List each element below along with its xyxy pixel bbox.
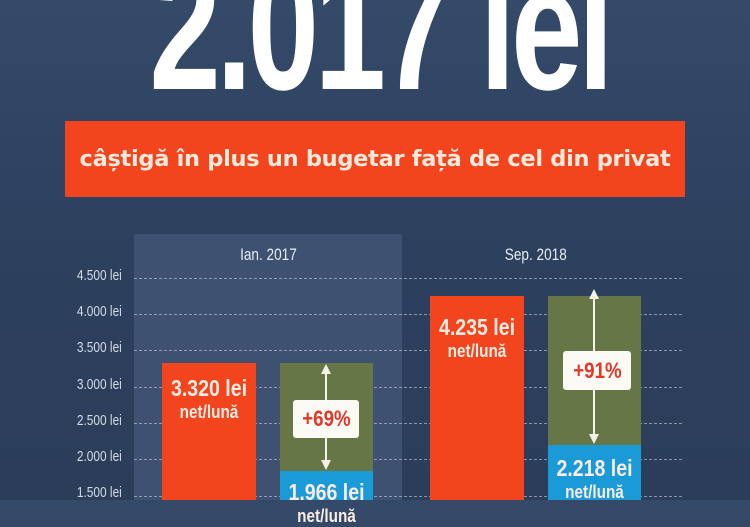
bar-value: 2.218 lei — [556, 455, 633, 481]
y-tick-3500: 3.500 lei — [67, 340, 122, 356]
subtitle-banner: câștigă în plus un bugetar față de cel d… — [65, 121, 685, 197]
bar-public-2017: 3.320 lei net/lună — [162, 363, 256, 500]
y-tick-label: 4.500 lei — [77, 268, 122, 284]
period-label-text: Sep. 2018 — [504, 245, 567, 264]
period-label-2017: Ian. 2017 — [134, 245, 402, 265]
bar-unit: net/lună — [179, 402, 239, 422]
gridline — [134, 314, 682, 315]
gridline — [134, 459, 682, 460]
arrow-up-icon — [589, 289, 599, 299]
bar-public-2018: 4.235 lei net/lună — [430, 296, 524, 500]
bar-label-private-2018: 2.218 lei net/lună — [548, 455, 641, 503]
gridline — [134, 350, 682, 351]
gridline — [134, 496, 682, 497]
y-tick-3000: 3.000 lei — [67, 377, 122, 393]
bar-unit: net/lună — [297, 506, 356, 526]
gridline — [134, 423, 682, 424]
y-tick-4500: 4.500 lei — [67, 268, 122, 284]
difference-badge-2017: +69% — [293, 400, 359, 438]
bar-unit: net/lună — [447, 341, 507, 361]
y-tick-label: 4.000 lei — [77, 304, 122, 320]
difference-text: +69% — [301, 406, 351, 431]
y-tick-label: 1.500 lei — [77, 485, 122, 501]
period-label-2018: Sep. 2018 — [402, 245, 670, 265]
bar-private-2018: 2.218 lei net/lună — [548, 445, 641, 503]
subtitle-text: câștigă în plus un bugetar față de cel d… — [79, 146, 671, 172]
y-tick-label: 2.000 lei — [77, 449, 122, 465]
headline-text: 2.017 lei — [149, 0, 613, 127]
bar-unit: net/lună — [565, 482, 624, 502]
y-tick-2000: 2.000 lei — [67, 449, 122, 465]
bar-value: 4.235 lei — [438, 314, 516, 340]
y-tick-label: 3.000 lei — [77, 377, 122, 393]
y-tick-4000: 4.000 lei — [67, 304, 122, 320]
arrow-down-icon — [589, 434, 599, 444]
y-tick-label: 3.500 lei — [77, 340, 122, 356]
arrow-up-icon — [321, 364, 331, 374]
bar-private-2017: 1.966 lei net/lună — [280, 471, 373, 526]
headline-amount: 2.017 lei — [60, 0, 690, 127]
bar-label-public-2017: 3.320 lei net/lună — [162, 375, 256, 423]
gridline — [134, 278, 682, 279]
period-label-text: Ian. 2017 — [239, 245, 297, 264]
arrow-down-icon — [321, 460, 331, 470]
difference-text: +91% — [572, 357, 622, 383]
y-tick-label: 2.500 lei — [77, 413, 122, 429]
bar-label-public-2018: 4.235 lei net/lună — [430, 314, 524, 362]
y-tick-1500: 1.500 lei — [67, 485, 122, 501]
difference-badge-2018: +91% — [563, 351, 631, 390]
gridline — [134, 387, 682, 388]
y-tick-2500: 2.500 lei — [67, 413, 122, 429]
bar-value: 3.320 lei — [170, 375, 248, 401]
bar-value: 1.966 lei — [288, 479, 365, 505]
bar-label-private-2017: 1.966 lei net/lună — [280, 479, 373, 527]
